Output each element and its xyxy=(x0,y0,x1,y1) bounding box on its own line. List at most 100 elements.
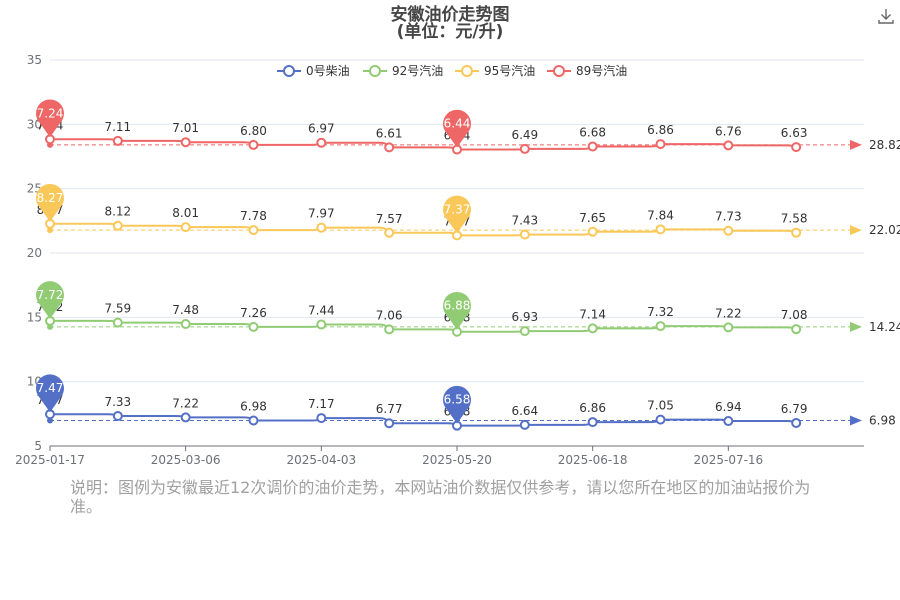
x-tick-label: 2025-01-17 xyxy=(15,453,85,467)
average-start-dot xyxy=(47,227,53,234)
legend-item[interactable]: 95号汽油 xyxy=(455,63,535,78)
data-label: 7.33 xyxy=(104,395,131,409)
max-pin-label: 7.47 xyxy=(37,381,64,395)
min-pin-label: 6.88 xyxy=(444,299,471,313)
average-arrow xyxy=(850,225,862,236)
data-label: 6.61 xyxy=(376,126,403,140)
min-pin: 7.37 xyxy=(443,195,472,234)
y-tick-label: 20 xyxy=(27,246,42,260)
data-point xyxy=(655,224,666,235)
max-pin-label: 8.27 xyxy=(37,191,64,205)
data-label: 7.48 xyxy=(172,303,199,317)
x-tick-label: 2025-05-20 xyxy=(422,453,492,467)
data-label: 7.11 xyxy=(104,120,131,134)
data-point xyxy=(384,227,395,238)
current-value-label: 22.02 xyxy=(869,223,900,237)
data-label: 7.59 xyxy=(104,302,131,316)
data-point xyxy=(248,415,259,426)
max-pin: 7.47 xyxy=(36,374,65,413)
data-point xyxy=(723,416,734,427)
max-pin-shape xyxy=(36,374,65,413)
y-tick-label: 15 xyxy=(27,310,42,324)
data-label: 7.01 xyxy=(172,121,199,135)
data-point xyxy=(384,142,395,153)
current-value-label: 28.82 xyxy=(869,138,900,152)
series-2: 22.02 8.27 8.12 8.01 7.78 7.97 7.57 7.37 7.43 7.6… xyxy=(36,183,900,241)
data-point xyxy=(112,411,123,422)
data-label: 7.14 xyxy=(579,307,606,321)
data-label: 7.06 xyxy=(376,308,403,322)
data-point xyxy=(316,319,327,330)
legend-marker xyxy=(553,65,565,77)
current-value-label: 14.24 xyxy=(869,320,900,334)
data-point xyxy=(791,227,802,238)
data-point xyxy=(519,419,530,430)
chart-title: 安徽油价走势图 xyxy=(391,4,510,25)
data-label: 6.94 xyxy=(715,400,742,414)
grid-lines xyxy=(50,59,864,383)
max-pin-label: 7.72 xyxy=(37,288,64,302)
data-point xyxy=(180,319,191,330)
data-label: 7.84 xyxy=(647,208,674,222)
data-point xyxy=(384,418,395,429)
data-point xyxy=(180,222,191,233)
data-point xyxy=(248,321,259,332)
data-label: 7.22 xyxy=(172,396,199,410)
min-pin: 6.44 xyxy=(443,109,472,148)
data-point xyxy=(723,225,734,236)
data-point xyxy=(112,317,123,328)
data-point xyxy=(180,412,191,423)
data-point xyxy=(519,326,530,337)
series-1: 14.24 7.72 7.59 7.48 7.26 7.44 7.06 6.88 6.93 7.1… xyxy=(36,281,900,337)
min-pin-label: 6.58 xyxy=(444,393,471,407)
min-pin-shape xyxy=(443,109,472,148)
data-label: 8.12 xyxy=(104,205,131,219)
legend-item[interactable]: 89号汽油 xyxy=(547,63,627,78)
legend-item[interactable]: 0号柴油 xyxy=(277,64,350,78)
data-point xyxy=(587,417,598,428)
max-pin: 7.24 xyxy=(36,99,65,138)
min-pin-label: 7.37 xyxy=(444,202,471,216)
data-label: 6.86 xyxy=(647,123,674,137)
legend-marker xyxy=(369,65,381,77)
min-pin: 6.88 xyxy=(443,291,472,330)
data-label: 7.97 xyxy=(308,207,335,221)
min-pin-shape xyxy=(443,195,472,234)
data-point xyxy=(723,140,734,151)
max-pin-shape xyxy=(36,99,65,138)
min-pin: 6.58 xyxy=(443,385,472,424)
data-point xyxy=(180,137,191,148)
data-label: 6.77 xyxy=(376,402,403,416)
data-label: 6.97 xyxy=(308,122,335,136)
min-pin-shape xyxy=(443,385,472,424)
data-label: 7.08 xyxy=(781,308,808,322)
data-point xyxy=(248,225,259,236)
data-label: 8.01 xyxy=(172,206,199,220)
data-point xyxy=(316,222,327,233)
data-label: 7.73 xyxy=(715,210,742,224)
x-tick-label: 2025-07-16 xyxy=(693,453,763,467)
data-label: 6.93 xyxy=(511,310,538,324)
average-arrow xyxy=(850,139,862,150)
download-icon[interactable] xyxy=(876,6,896,26)
legend-marker xyxy=(283,65,295,77)
max-pin-shape xyxy=(36,281,65,319)
y-tick-label: 5 xyxy=(34,439,42,453)
y-tick-label: 35 xyxy=(27,53,42,67)
data-label: 7.17 xyxy=(308,397,335,411)
legend-item[interactable]: 92号汽油 xyxy=(363,63,443,78)
data-point xyxy=(519,143,530,154)
data-point xyxy=(316,413,327,424)
series-line xyxy=(50,319,797,333)
average-arrow xyxy=(850,415,862,426)
data-point xyxy=(791,142,802,153)
x-tick-label: 2025-04-03 xyxy=(286,453,356,467)
data-label: 6.76 xyxy=(715,124,742,138)
data-point xyxy=(587,323,598,334)
data-label: 6.68 xyxy=(579,125,606,139)
data-point xyxy=(519,229,530,240)
data-point xyxy=(587,141,598,152)
legend[interactable]: 0号柴油 92号汽油 95号汽油 89号汽油 xyxy=(277,63,627,78)
current-value-label: 6.98 xyxy=(869,413,896,427)
